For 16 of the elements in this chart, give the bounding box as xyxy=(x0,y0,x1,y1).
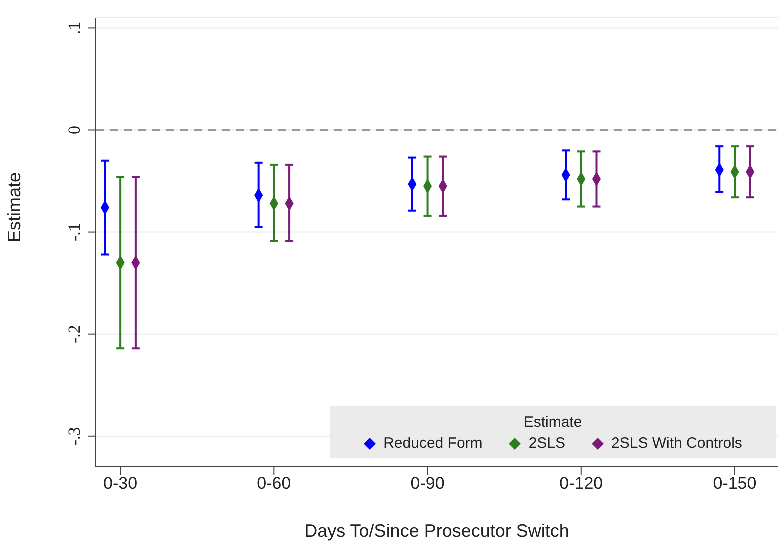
y-tick-label: .1 xyxy=(65,22,84,35)
y-tick-label: 0 xyxy=(65,126,84,134)
x-tick-label: 0-30 xyxy=(104,474,138,494)
y-tick-label: -.3 xyxy=(65,427,84,446)
legend-label: Reduced Form xyxy=(382,435,483,452)
y-tick-label: -.1 xyxy=(65,223,84,242)
x-tick-label: 0-90 xyxy=(410,474,445,494)
legend-title: Estimate xyxy=(522,414,584,431)
y-axis-title: Estimate xyxy=(4,172,24,242)
x-tick-label: 0-60 xyxy=(257,474,292,494)
legend-label: 2SLS xyxy=(528,435,566,452)
x-tick-label: 0-120 xyxy=(560,474,604,494)
x-axis-title: Days To/Since Prosecutor Switch xyxy=(304,521,570,541)
legend-label: 2SLS With Controls xyxy=(610,435,742,452)
x-tick-label: 0-150 xyxy=(713,474,757,494)
y-tick-label: -.2 xyxy=(65,325,84,344)
